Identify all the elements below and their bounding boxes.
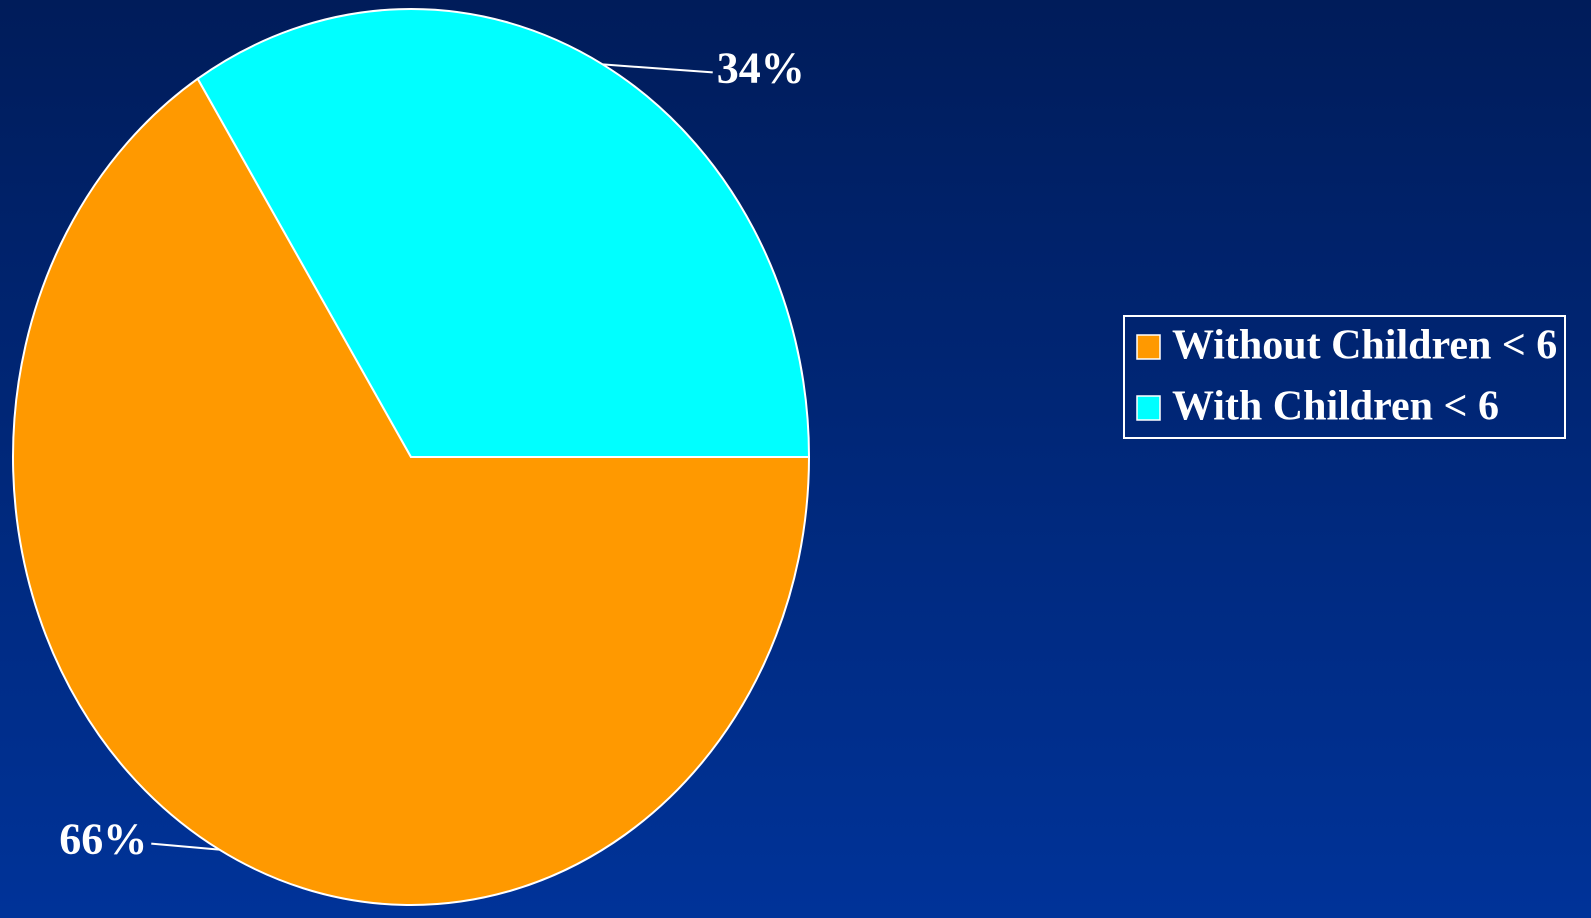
legend-label: With Children < 6 <box>1172 384 1499 430</box>
pie-slice <box>196 8 811 458</box>
legend-box <box>1123 315 1566 439</box>
data-label: 34% <box>717 44 805 93</box>
legend-swatch <box>1136 395 1161 421</box>
pie: 66% 34% <box>12 8 811 906</box>
legend-swatch <box>1136 334 1161 360</box>
leader-line <box>151 842 220 851</box>
data-label: 66% <box>59 815 147 864</box>
legend: Without Children < 6 With Children < 6 <box>1123 315 1566 439</box>
legend-label: Without Children < 6 <box>1172 323 1557 369</box>
leader-line <box>602 63 713 74</box>
